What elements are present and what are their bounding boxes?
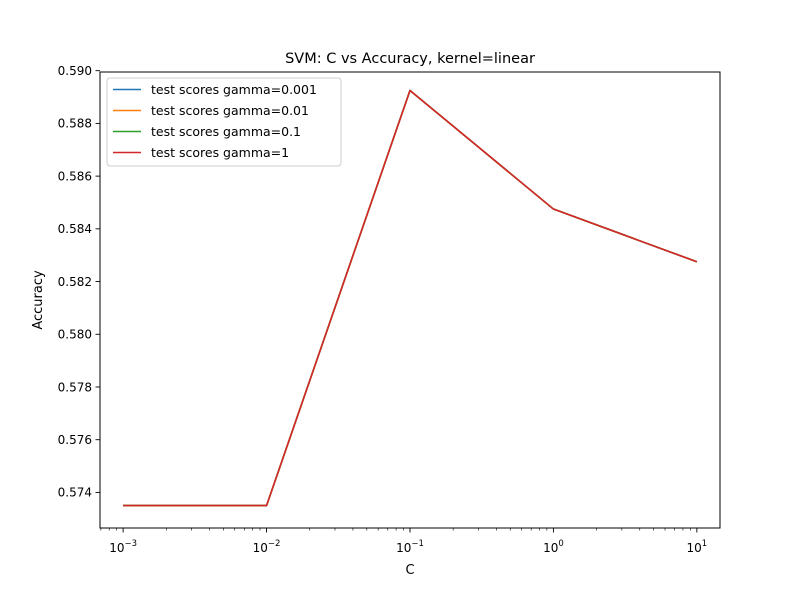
y-tick-label-1: 0.576 bbox=[58, 433, 92, 447]
legend-label-1: test scores gamma=0.01 bbox=[151, 103, 309, 118]
y-axis-label: Accuracy bbox=[31, 270, 46, 330]
x-tick-label-0: 10−3 bbox=[109, 539, 137, 555]
legend: test scores gamma=0.001 test scores gamma… bbox=[106, 77, 342, 167]
legend-label-0: test scores gamma=0.001 bbox=[151, 82, 317, 97]
series-line-3 bbox=[123, 89, 698, 507]
x-tick-label-4: 101 bbox=[687, 539, 708, 555]
legend-label-2: test scores gamma=0.1 bbox=[151, 124, 301, 139]
x-axis-ticks: 10−3 10−2 10−1 100 101 bbox=[100, 528, 708, 555]
y-tick-label-3: 0.580 bbox=[58, 328, 92, 342]
y-tick-label-4: 0.582 bbox=[58, 275, 92, 289]
y-tick-label-6: 0.586 bbox=[58, 169, 92, 183]
x-tick-label-1: 10−2 bbox=[253, 539, 281, 555]
legend-label-3: test scores gamma=1 bbox=[151, 145, 289, 160]
legend-box bbox=[106, 77, 342, 167]
y-tick-label-8: 0.590 bbox=[58, 64, 92, 78]
x-tick-label-3: 100 bbox=[543, 539, 564, 555]
chart-title: SVM: C vs Accuracy, kernel=linear bbox=[285, 51, 535, 67]
x-axis-label: C bbox=[405, 563, 414, 578]
y-tick-label-2: 0.578 bbox=[58, 380, 92, 394]
x-tick-label-2: 10−1 bbox=[396, 539, 424, 555]
y-tick-label-0: 0.574 bbox=[58, 486, 92, 500]
y-tick-label-5: 0.584 bbox=[58, 222, 92, 236]
y-axis-ticks: 0.574 0.576 0.578 0.580 0.582 0.584 0.586 0.588… bbox=[58, 64, 100, 500]
series-layer bbox=[123, 89, 698, 507]
y-tick-label-7: 0.588 bbox=[58, 117, 92, 131]
